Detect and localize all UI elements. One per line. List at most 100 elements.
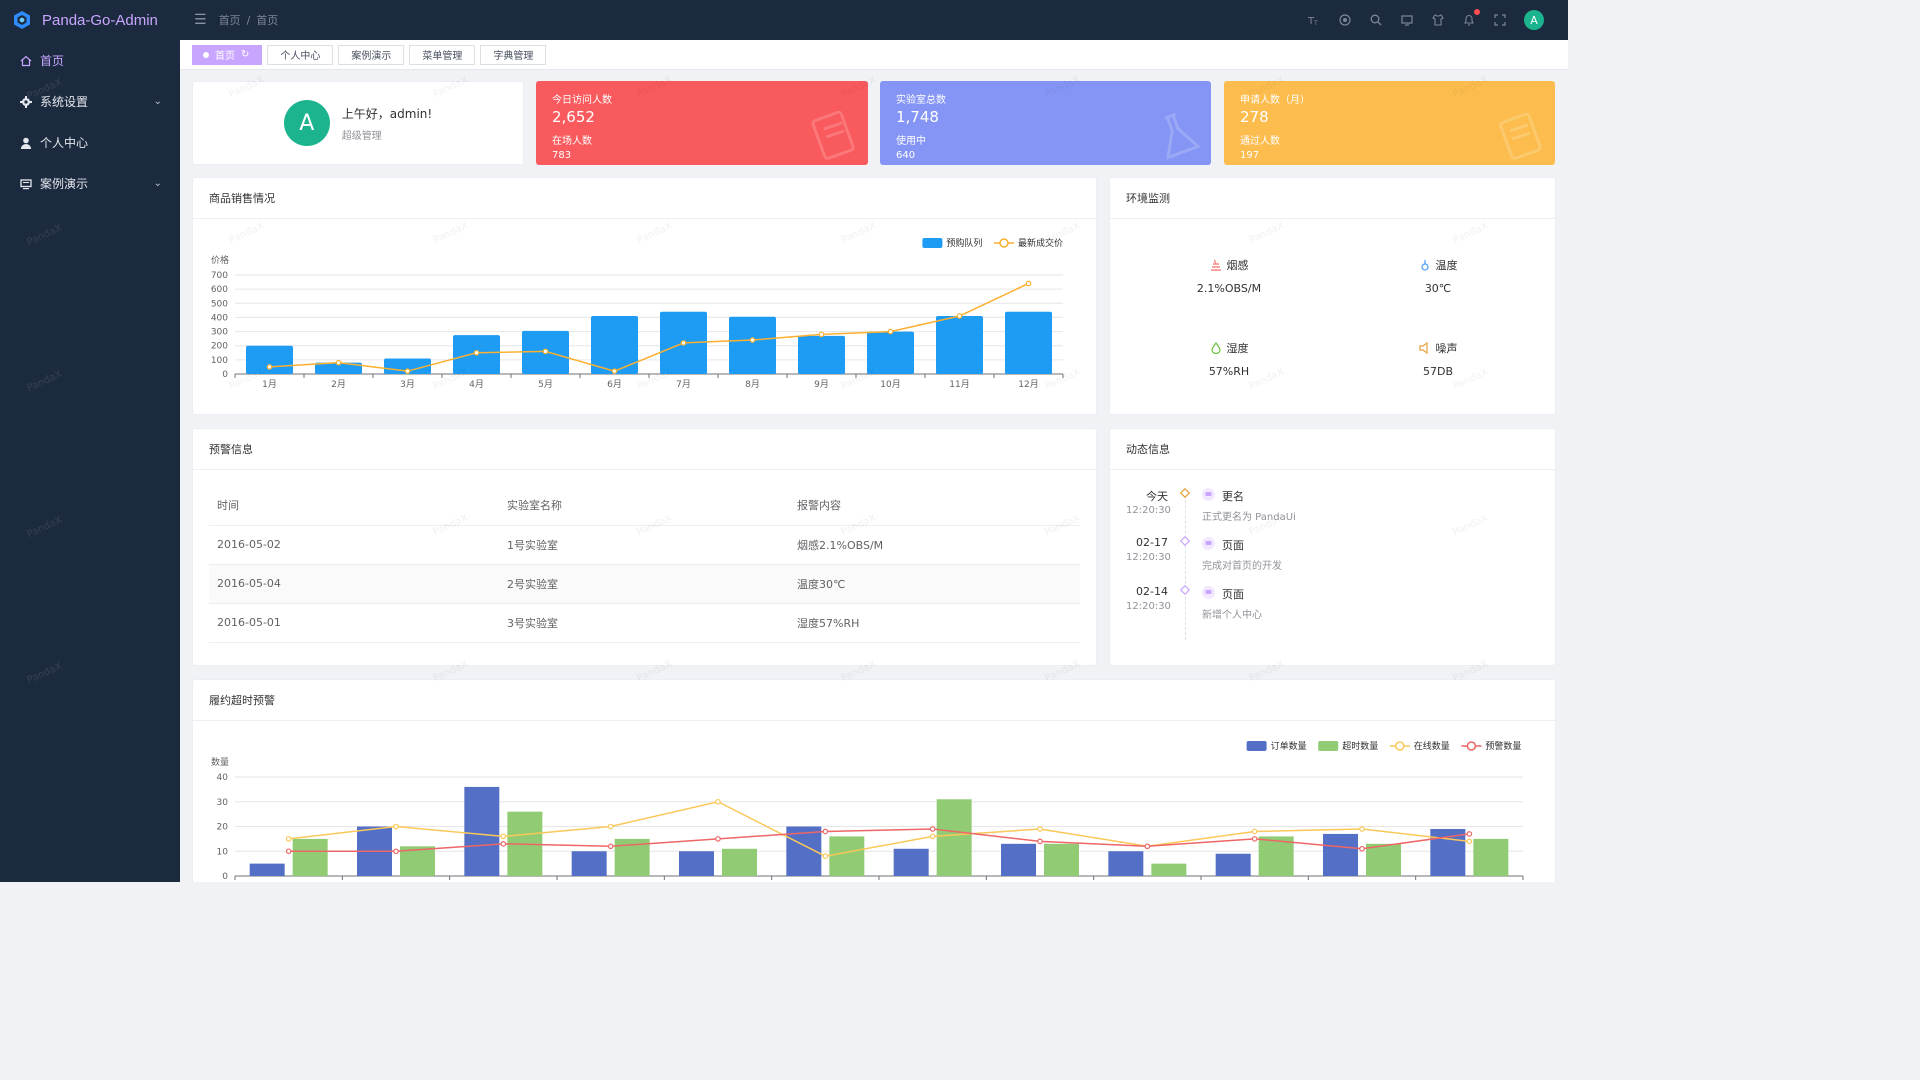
bar <box>936 799 972 876</box>
stat-sub-value: 640 <box>896 150 916 161</box>
legend-marker <box>1318 741 1339 751</box>
sidebar-item-system-settings[interactable]: 系统设置 ⌄ <box>0 81 180 122</box>
breadcrumb-item[interactable]: 首页 <box>218 14 241 27</box>
bar <box>679 851 714 876</box>
line-point <box>473 349 480 356</box>
timeline-day: 02-17 <box>1136 536 1168 549</box>
env-item-humidity: 湿度 57%RH <box>1159 340 1299 378</box>
overdue-chart: 数量 0 10 20 30 40 预警数量 在线数量 超时数量 订单数量 <box>211 740 1524 882</box>
card-title: 履约超时预警 <box>193 680 1555 721</box>
line-point <box>1466 831 1473 837</box>
x-tick-label: 1月 <box>262 379 277 390</box>
stat-label: 今日访问人数 <box>552 95 612 106</box>
line-point <box>1025 280 1032 287</box>
line-point <box>500 833 507 840</box>
line-point <box>404 368 411 374</box>
screen-icon[interactable] <box>1400 13 1414 27</box>
bar <box>246 345 293 374</box>
clipboard-icon <box>1499 112 1542 160</box>
table-cell: 2016-05-02 <box>209 525 499 565</box>
bar <box>1001 843 1036 876</box>
environment-card: 环境监测 烟感 2.1%OBS/M 温度 30℃ 湿度 <box>1109 177 1556 415</box>
sidebar-item-demo[interactable]: 案例演示 ⌄ <box>0 163 180 204</box>
legend-marker <box>1395 741 1405 751</box>
refresh-icon[interactable]: ↻ <box>241 49 250 60</box>
y-tick-label: 700 <box>211 271 228 281</box>
table-row[interactable]: 2016-05-04 2号实验室 温度30℃ <box>209 564 1080 604</box>
env-label: 噪声 <box>1435 342 1458 355</box>
legend-marker <box>1246 741 1267 751</box>
logo-icon <box>14 11 30 29</box>
x-tick-label: 12月 <box>1018 379 1038 390</box>
sales-chart: 价格 0 100 200 300 400 500 600 700 1月 2月 3月 4月 5月 6月 7月 8月… <box>211 237 1064 390</box>
menu-toggle-icon[interactable]: ☰ <box>194 12 207 28</box>
user-welcome-card: A 上午好，admin! 超级管理 <box>192 81 524 165</box>
tag-dict-management[interactable]: 字典管理 <box>480 44 547 65</box>
bar <box>936 316 983 374</box>
sidebar-item-home[interactable]: 首页 <box>0 40 180 81</box>
card-title: 动态信息 <box>1110 429 1555 470</box>
series-line <box>269 282 1029 372</box>
document-icon <box>811 110 855 160</box>
user-avatar[interactable]: A <box>1524 10 1544 30</box>
timeline-day: 02-14 <box>1136 585 1168 598</box>
bar <box>315 362 362 374</box>
line-point <box>818 331 825 338</box>
app-title: Panda-Go-Admin <box>42 11 158 29</box>
line-point <box>680 340 687 346</box>
tag-menu-management[interactable]: 菜单管理 <box>409 44 476 65</box>
table-row[interactable]: 2016-05-01 3号实验室 湿度57%RH <box>209 603 1080 643</box>
y-tick-label: 10 <box>217 847 229 857</box>
table-cell: 温度30℃ <box>789 564 1080 604</box>
flask-icon <box>1164 112 1202 160</box>
bar <box>571 851 607 876</box>
sidebar-item-profile[interactable]: 个人中心 <box>0 122 180 163</box>
greeting-text: 上午好，admin! <box>341 106 433 121</box>
timeline-title: 页面 <box>1222 588 1244 601</box>
line-point <box>956 313 963 319</box>
line-point <box>266 364 273 370</box>
x-tick-label: 5月 <box>538 379 553 390</box>
x-tick-label: 9月 <box>814 379 829 390</box>
language-icon[interactable] <box>1338 13 1352 27</box>
line-point <box>393 848 399 855</box>
tag-home[interactable]: 首页 ↻ <box>192 44 263 65</box>
card-title: 环境监测 <box>1110 178 1555 219</box>
card-title: 商品销售情况 <box>193 178 1096 219</box>
timeline-card: 动态信息 今天 12:20:30 更名 正式更名为 PandaUi 02-17 … <box>1109 428 1556 666</box>
stat-sub-label: 在场人数 <box>552 136 592 147</box>
stat-sub-label: 使用中 <box>896 136 926 147</box>
bar <box>1108 851 1144 876</box>
y-tick-label: 40 <box>217 773 229 783</box>
brand[interactable]: Panda-Go-Admin <box>0 0 180 40</box>
search-icon[interactable] <box>1369 13 1383 27</box>
table-cell: 3号实验室 <box>499 603 789 643</box>
table-row[interactable]: 2016-05-02 1号实验室 烟感2.1%OBS/M <box>209 525 1080 565</box>
fullscreen-icon[interactable] <box>1493 13 1507 27</box>
tag-demo[interactable]: 案例演示 <box>338 44 405 65</box>
tag-profile[interactable]: 个人中心 <box>267 44 334 65</box>
stat-label: 实验室总数 <box>896 95 946 106</box>
theme-icon[interactable] <box>1431 13 1445 27</box>
tag-label: 个人中心 <box>280 51 321 62</box>
notification-dot <box>1474 9 1480 15</box>
noise-icon <box>1418 342 1428 354</box>
legend-label: 超时数量 <box>1342 740 1378 752</box>
line-point <box>822 828 829 835</box>
env-item-smoke: 烟感 2.1%OBS/M <box>1159 257 1299 295</box>
stat-sub-value: 783 <box>552 150 572 161</box>
env-value: 2.1%OBS/M <box>1196 282 1262 295</box>
timeline-day: 今天 <box>1146 490 1168 503</box>
tags-view: 首页 ↻ 个人中心 案例演示 菜单管理 字典管理 <box>180 40 1568 70</box>
bar <box>729 316 776 374</box>
stat-value: 1,748 <box>896 108 939 126</box>
bell-icon[interactable] <box>1462 9 1480 27</box>
legend-marker <box>1466 741 1477 751</box>
env-label: 湿度 <box>1226 342 1249 355</box>
x-tick-label: 8月 <box>745 379 760 390</box>
stat-value: 2,652 <box>552 108 595 126</box>
avatar: A <box>283 100 330 146</box>
